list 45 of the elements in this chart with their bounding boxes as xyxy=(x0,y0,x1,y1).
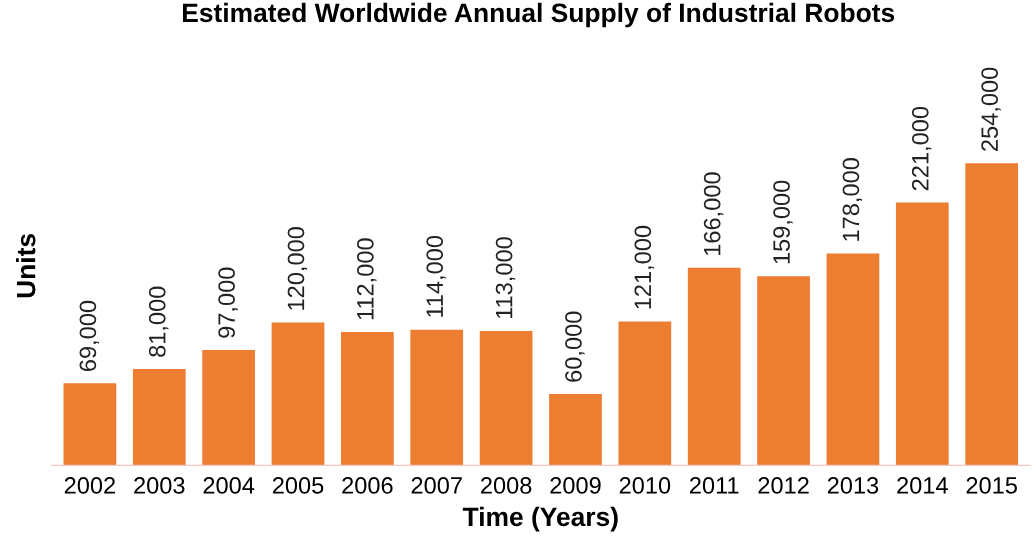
chart-title: Estimated Worldwide Annual Supply of Industrial Robots xyxy=(182,2,895,28)
bar xyxy=(410,329,464,466)
x-axis-title: Time (Years) xyxy=(462,506,618,532)
bar xyxy=(271,322,325,466)
data-label: 120,000 xyxy=(287,227,308,310)
bar xyxy=(757,276,810,466)
data-label: 114,000 xyxy=(426,235,446,317)
bar xyxy=(132,368,186,466)
x-tick-label: 2013 xyxy=(827,477,879,494)
data-label: 113,000 xyxy=(495,237,516,319)
x-tick-label: 2008 xyxy=(481,477,532,494)
data-label: 60,000 xyxy=(565,311,585,382)
bar xyxy=(549,393,602,466)
bar xyxy=(826,253,880,466)
x-tick-label: 2002 xyxy=(64,477,115,494)
data-label: 254,000 xyxy=(981,67,1001,151)
x-tick-label: 2012 xyxy=(758,477,809,494)
data-label: 81,000 xyxy=(148,286,169,357)
data-label: 221,000 xyxy=(911,106,932,191)
x-tick-label: 2006 xyxy=(342,477,393,494)
x-tick-label: 2004 xyxy=(203,477,255,494)
data-label: 178,000 xyxy=(842,158,863,241)
y-axis-title: Units xyxy=(16,234,36,298)
data-label: 159,000 xyxy=(773,180,793,264)
bar xyxy=(687,267,741,466)
x-tick-label: 2005 xyxy=(272,477,324,494)
bar xyxy=(618,321,672,466)
data-label: 97,000 xyxy=(218,267,238,338)
data-label: 112,000 xyxy=(356,238,377,320)
x-tick-label: 2011 xyxy=(690,477,739,494)
x-tick-label: 2010 xyxy=(619,477,671,494)
bar xyxy=(202,349,255,466)
bar xyxy=(479,330,533,466)
x-tick-label: 2003 xyxy=(134,477,185,494)
data-label: 69,000 xyxy=(79,300,100,371)
bar xyxy=(895,202,949,466)
bar xyxy=(341,332,394,466)
bar xyxy=(965,163,1019,466)
x-tick-label: 2014 xyxy=(897,477,948,494)
x-tick-label: 2009 xyxy=(550,477,601,494)
bar xyxy=(63,383,117,466)
x-tick-label: 2007 xyxy=(411,477,462,494)
x-tick-label: 2015 xyxy=(966,477,1017,494)
data-label: 166,000 xyxy=(703,172,724,255)
data-label: 121,000 xyxy=(634,225,654,309)
